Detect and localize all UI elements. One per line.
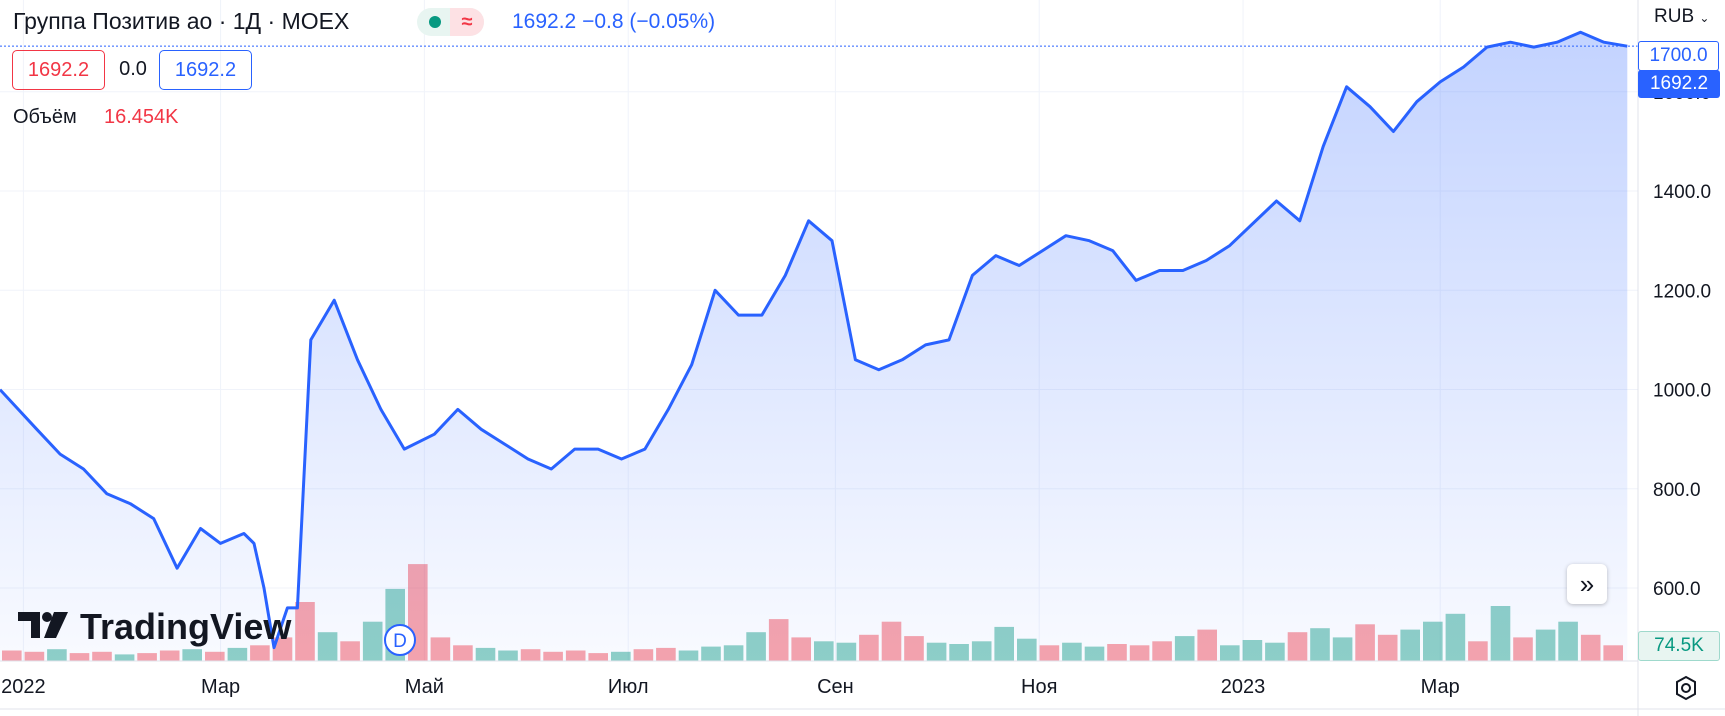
dividend-badge[interactable]: D [384, 624, 416, 656]
gear-icon[interactable] [1673, 675, 1699, 701]
volume-tag: 74.5K [1638, 631, 1720, 661]
x-tick-label: Май [405, 676, 444, 698]
y-tick-label: 800.0 [1653, 480, 1701, 501]
x-tick-label: 2022 [1, 676, 46, 698]
y-tick-label: 600.0 [1653, 579, 1701, 600]
spread-value: 0.0 [119, 58, 147, 80]
price-line [0, 30, 1628, 650]
x-tick-label: 2023 [1221, 676, 1266, 698]
tradingview-logo-icon [18, 612, 68, 638]
x-tick-label: Ноя [1021, 676, 1057, 698]
x-axis: 2022 Мар Май Июл Сен Ноя 2023 Мар [1, 676, 1460, 698]
price-change-info: 1692.2 −0.8 (−0.05%) [512, 10, 716, 33]
double-chevron-right-icon: » [1579, 569, 1595, 599]
scroll-to-realtime-button[interactable]: » [1567, 564, 1607, 604]
delayed-data-icon: ≈ [450, 8, 484, 36]
volume-label[interactable]: Объём [13, 106, 77, 128]
x-tick-label: Июл [608, 676, 649, 698]
buy-price-box[interactable]: 1692.2 [159, 50, 252, 90]
x-tick-label: Мар [1421, 676, 1460, 698]
price-area [0, 32, 1628, 662]
y-tick-label: 1400.0 [1653, 182, 1711, 203]
y-tick-label: 1200.0 [1653, 281, 1711, 302]
y-tick-label: 1000.0 [1653, 381, 1711, 402]
chevron-down-icon: ⌄ [1699, 11, 1710, 25]
volume-value: 16.454K [104, 106, 179, 128]
x-tick-label: Сен [817, 676, 854, 698]
sell-price-box[interactable]: 1692.2 [12, 50, 105, 90]
tradingview-logo: TradingView [80, 606, 292, 647]
current-price-tag: 1692.2 [1638, 70, 1720, 98]
price-tag-outline: 1700.0 [1638, 41, 1719, 71]
status-badges[interactable]: ≈ [417, 8, 484, 36]
x-tick-label: Мар [201, 676, 240, 698]
market-open-dot-icon [429, 16, 441, 28]
currency-label: RUB [1654, 6, 1695, 27]
currency-selector[interactable]: RUB ⌄ [1654, 6, 1709, 28]
symbol-title[interactable]: Группа Позитив ао · 1Д · MOEX [13, 8, 350, 34]
